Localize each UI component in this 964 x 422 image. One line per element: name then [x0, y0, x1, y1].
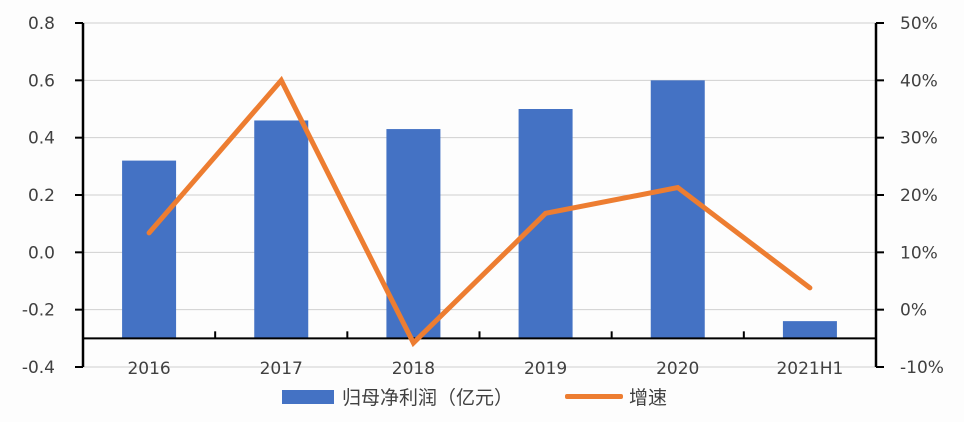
left-axis-tick-label: 0.0 — [28, 243, 55, 263]
category-label: 2016 — [127, 359, 170, 379]
axes — [75, 22, 884, 368]
right-axis-tick-label: 10% — [900, 243, 938, 263]
left-axis-tick-label: -0.4 — [22, 358, 55, 378]
right-axis-tick-label: 50% — [900, 14, 938, 34]
right-axis-tick-label: 0% — [900, 301, 927, 321]
legend-line-swatch — [565, 394, 624, 399]
left-axis-tick-label: 0.4 — [28, 129, 55, 149]
right-axis-tick-label: 20% — [900, 186, 938, 206]
axis-labels: 0.8 0.6 0.4 0.2 0.0 -0.2 -0.4 50% 40% 30% 20% 10% 0%… — [22, 14, 944, 379]
right-axis-tick-label: 30% — [900, 129, 938, 149]
left-axis-tick-label: 0.6 — [28, 71, 55, 91]
legend-bar-swatch — [282, 389, 334, 404]
legend: 归母净利润（亿元） 增速 — [282, 383, 667, 410]
bar-series — [122, 80, 837, 339]
category-label: 2018 — [392, 359, 435, 379]
legend-line-label: 增速 — [629, 387, 668, 409]
left-axis-tick-label: 0.8 — [28, 14, 55, 34]
category-label: 2021H1 — [776, 359, 843, 379]
category-label: 2017 — [260, 359, 303, 379]
line-series — [146, 75, 813, 348]
right-axis-tick-label: 40% — [900, 71, 938, 91]
right-axis-tick-label: -10% — [900, 358, 944, 378]
category-label: 2019 — [524, 359, 567, 379]
legend-bar-label: 归母净利润（亿元） — [342, 387, 514, 409]
left-axis-tick-label: 0.2 — [28, 186, 55, 206]
category-label: 2020 — [656, 359, 699, 379]
gridlines — [83, 22, 876, 368]
left-axis-tick-label: -0.2 — [22, 301, 55, 321]
